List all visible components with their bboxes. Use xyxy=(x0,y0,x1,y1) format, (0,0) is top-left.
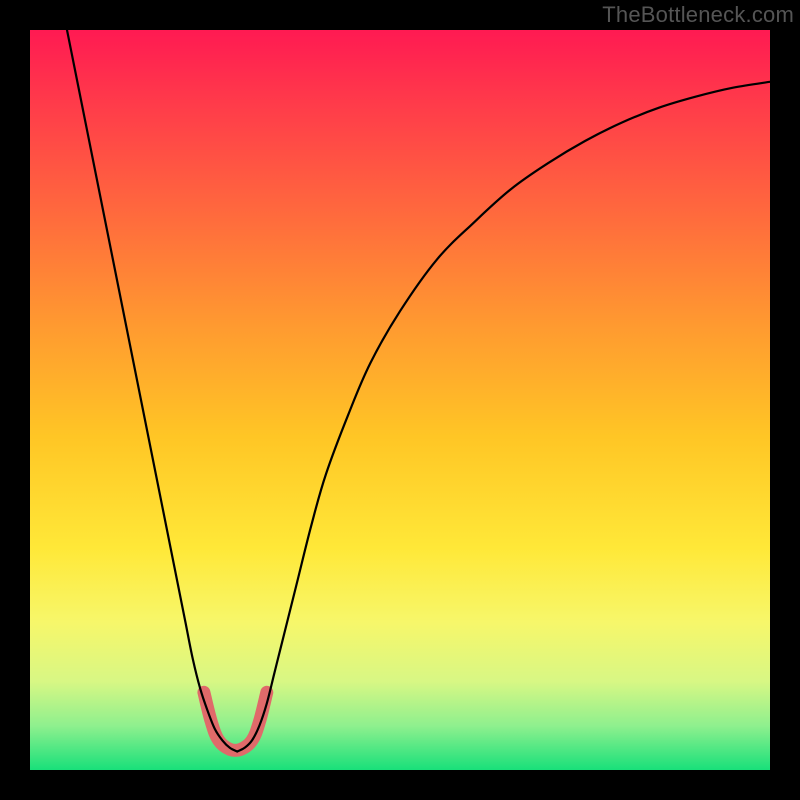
watermark-text: TheBottleneck.com xyxy=(602,2,794,28)
curve-left-branch xyxy=(67,30,237,752)
curve-layer xyxy=(30,30,770,770)
plot-area xyxy=(30,30,770,770)
plot-frame xyxy=(30,30,770,770)
curve-right-branch xyxy=(237,82,770,752)
min-marker xyxy=(204,692,267,750)
chart-container: TheBottleneck.com xyxy=(0,0,800,800)
